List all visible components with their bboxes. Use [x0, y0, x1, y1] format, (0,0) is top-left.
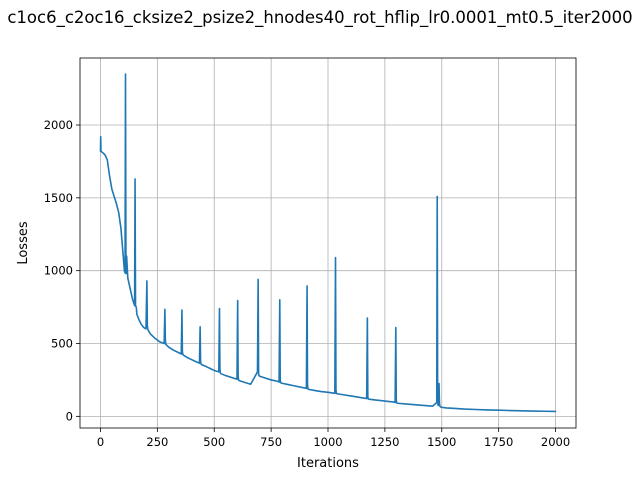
y-tick-label: 0: [66, 409, 73, 423]
x-tick-label: 250: [146, 435, 168, 449]
x-tick-label: 1250: [370, 435, 399, 449]
plot-frame: [79, 57, 577, 429]
y-tick-label: 2000: [44, 118, 73, 132]
x-tick-label: 1500: [427, 435, 456, 449]
loss-series-line: [99, 73, 557, 413]
axis-ticks: 0 250 500 750 1000 1250 1500 1750 2000 0 500 1000 15…: [44, 118, 570, 449]
y-tick-label: 1000: [44, 264, 73, 278]
x-axis-label: Iterations: [297, 456, 359, 471]
y-tick-label: 1500: [44, 191, 73, 205]
y-tick-label: 500: [51, 337, 73, 351]
series-layer: [99, 73, 557, 413]
y-axis-label: Losses: [16, 221, 31, 265]
x-tick-label: 1750: [484, 435, 513, 449]
x-tick-label: 750: [260, 435, 282, 449]
grid-lines: [80, 58, 576, 428]
chart-title: c1oc6_c2oc16_cksize2_psize2_hnodes40_rot…: [7, 8, 632, 28]
x-tick-label: 0: [97, 435, 104, 449]
x-tick-label: 2000: [541, 435, 570, 449]
x-tick-label: 500: [203, 435, 225, 449]
x-tick-label: 1000: [313, 435, 342, 449]
